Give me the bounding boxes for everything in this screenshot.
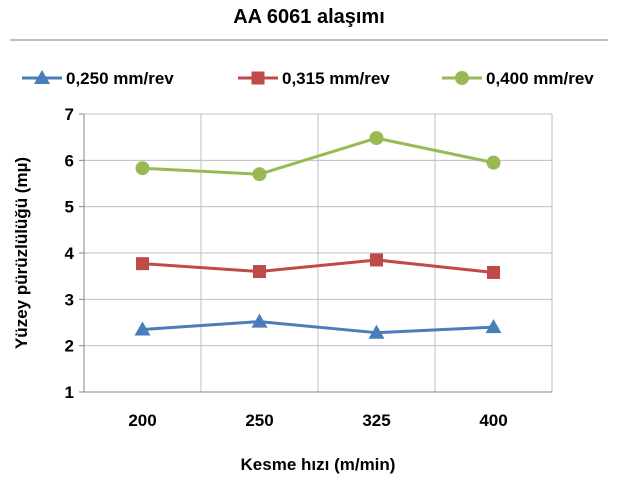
chart-title: AA 6061 alaşımı: [233, 6, 385, 28]
y-tick-label: 4: [65, 244, 75, 263]
square-marker: [251, 71, 265, 85]
series-line: [142, 320, 494, 335]
legend-label: 0,250 mm/rev: [66, 69, 174, 88]
series-line: [142, 258, 494, 274]
square-marker: [370, 253, 383, 267]
x-axis-label: Kesme hızı (m/min): [241, 455, 396, 474]
square-marker: [253, 265, 266, 279]
y-tick-label: 7: [65, 105, 74, 124]
x-tick-label: 325: [362, 411, 390, 430]
legend-item: 0,400 mm/rev: [442, 69, 594, 88]
y-tick-label: 6: [65, 151, 74, 170]
legend-item: 0,315 mm/rev: [238, 69, 390, 88]
y-axis-label: Yüzey pürüzlülüğü (mµ): [12, 157, 31, 349]
y-tick-label: 3: [65, 290, 74, 309]
legend-label: 0,400 mm/rev: [486, 69, 594, 88]
y-axis-ticks: 1 2 3 4 5 6 7: [65, 105, 84, 402]
series-layer: [134, 131, 502, 339]
y-tick-label: 1: [65, 383, 74, 402]
y-tick-label: 2: [65, 337, 74, 356]
legend: 0,250 mm/rev 0,315 mm/rev 0,400 mm/rev: [22, 69, 594, 88]
circle-marker: [135, 161, 150, 176]
square-marker: [487, 265, 500, 279]
triangle-marker: [251, 313, 268, 328]
circle-marker: [252, 167, 267, 182]
legend-label: 0,315 mm/rev: [282, 69, 390, 88]
triangle-marker: [34, 70, 50, 84]
legend-item: 0,250 mm/rev: [22, 69, 174, 88]
series-1: [134, 313, 502, 339]
y-tick-label: 5: [65, 198, 74, 217]
x-tick-label: 200: [128, 411, 156, 430]
title-divider: [10, 39, 608, 41]
x-axis-ticks: 200 250 325 400: [128, 411, 507, 430]
triangle-marker: [485, 319, 502, 334]
series-line: [142, 136, 494, 176]
circle-marker: [369, 131, 384, 146]
series-3: [135, 131, 501, 182]
circle-marker: [455, 71, 469, 85]
series-2: [136, 253, 500, 279]
circle-marker: [486, 155, 501, 170]
x-tick-label: 250: [245, 411, 273, 430]
triangle-marker: [368, 324, 385, 339]
x-tick-label: 400: [479, 411, 507, 430]
square-marker: [136, 257, 149, 271]
triangle-marker: [134, 321, 151, 336]
